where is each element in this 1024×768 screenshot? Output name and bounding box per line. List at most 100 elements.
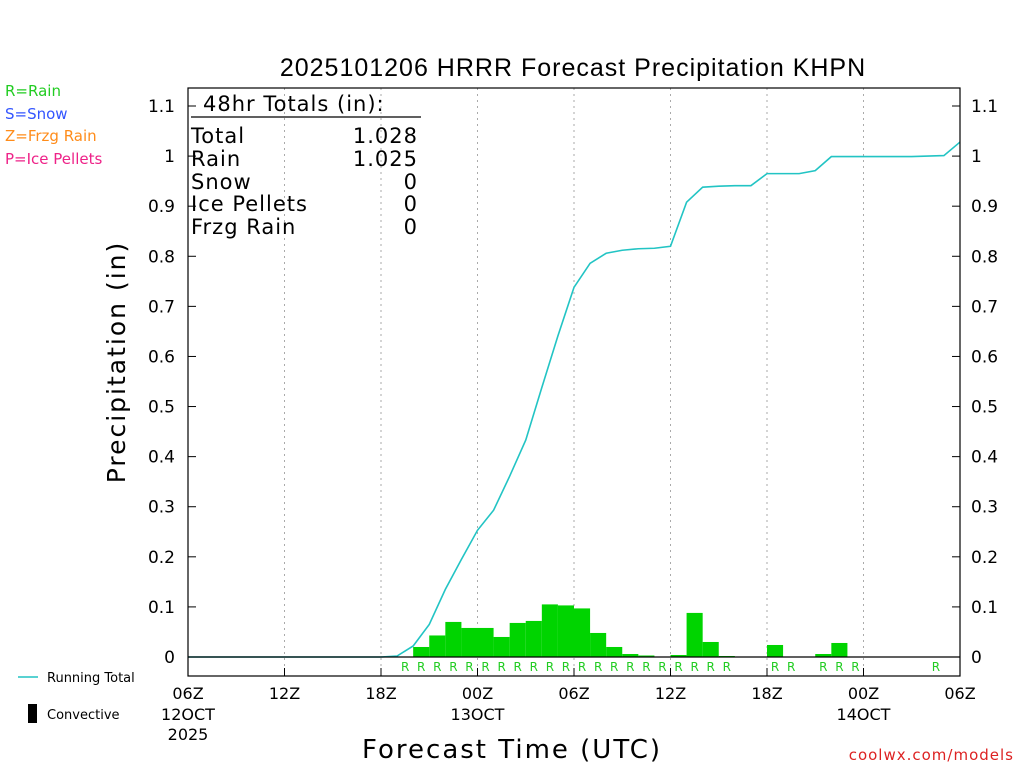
x-tick-label: 00Z [848, 684, 879, 703]
rain-marker: R [514, 660, 522, 674]
x-tick-label: 06Z [944, 684, 975, 703]
precip-bar [815, 653, 832, 657]
x-tick-label: 00Z [462, 684, 493, 703]
x-tick-date: 13OCT [451, 705, 505, 724]
x-tick-label: 06Z [558, 684, 589, 703]
precip-bar [767, 644, 784, 657]
y-tick-label: 0.5 [148, 398, 175, 418]
y-tick-label: 1 [164, 147, 175, 167]
precip-bar [606, 646, 623, 657]
convective-legend-swatch [28, 704, 37, 723]
rain-marker: R [658, 660, 666, 674]
rain-marker: R [465, 660, 473, 674]
x-tick-date: 12OCT [161, 705, 215, 724]
precip-bar [638, 655, 655, 657]
rain-marker: R [674, 660, 682, 674]
rain-marker: R [481, 660, 489, 674]
y-tick-label: 0.2 [148, 548, 175, 568]
rain-marker: R [819, 660, 827, 674]
totals-box: 48hr Totals (in): Total 1.028 Rain 1.025… [190, 92, 421, 239]
y-tick-label: 0.9 [148, 197, 175, 217]
rain-marker: R [771, 660, 779, 674]
rain-marker: R [723, 660, 731, 674]
y-tick-label: 0.5 [971, 398, 998, 418]
rain-marker: R [835, 660, 843, 674]
precip-bar [590, 632, 607, 657]
x-tick-label: 18Z [365, 684, 396, 703]
running-total-line [188, 141, 961, 658]
x-axis-title: Forecast Time (UTC) [362, 735, 662, 765]
y-tick-label: 0.3 [971, 498, 998, 518]
rain-marker: R [578, 660, 586, 674]
credit-text: coolwx.com/models [849, 746, 1014, 764]
rain-marker: R [530, 660, 538, 674]
y-tick-label: 0.1 [148, 598, 175, 618]
x-tick-date: 14OCT [837, 705, 891, 724]
hourly-precip-bars [413, 604, 944, 657]
y-tick-label: 0 [164, 648, 175, 668]
legend-ice-pellets: P=Ice Pellets [5, 150, 102, 168]
rain-marker: R [562, 660, 570, 674]
x-tick-label: 18Z [751, 684, 782, 703]
rain-marker: R [690, 660, 698, 674]
y-axis-title: Precipitation (in) [102, 241, 131, 484]
x-tick-year: 2025 [168, 725, 209, 744]
totals-header: 48hr Totals (in): [203, 92, 385, 116]
rain-marker: R [851, 660, 859, 674]
rain-marker: R [417, 660, 425, 674]
totals-label-rain: Rain [191, 147, 241, 171]
rain-marker: R [610, 660, 618, 674]
precip-bar [413, 646, 430, 657]
y-axis-left: 0 0.1 0.2 0.3 0.4 0.5 0.6 0.7 0.8 0.9 1 1.1 [148, 97, 196, 668]
precip-bar [429, 635, 446, 657]
y-tick-label: 0.1 [971, 598, 998, 618]
precip-bar [477, 627, 494, 657]
y-tick-label: 0.8 [148, 247, 175, 267]
precip-bar [622, 653, 639, 657]
x-tick-label: 12Z [269, 684, 300, 703]
legend-frzg-rain: Z=Frzg Rain [5, 127, 97, 145]
y-tick-label: 0.8 [971, 247, 998, 267]
rain-marker: R [707, 660, 715, 674]
precip-bar [557, 605, 574, 657]
totals-label-total: Total [190, 124, 245, 148]
totals-value-frzg-rain: 0 [404, 215, 418, 239]
legend-snow: S=Snow [5, 105, 68, 123]
totals-value-snow: 0 [404, 170, 418, 194]
totals-label-frzg-rain: Frzg Rain [191, 215, 296, 239]
running-total-legend-label: Running Total [47, 671, 135, 686]
totals-value-rain: 1.025 [353, 147, 418, 171]
precip-bar [461, 627, 478, 657]
y-tick-label: 0.6 [971, 347, 998, 367]
y-tick-label: 0.7 [971, 297, 998, 317]
rain-marker: R [401, 660, 409, 674]
y-tick-label: 0.2 [971, 548, 998, 568]
precip-bar [493, 636, 510, 657]
rain-marker: R [433, 660, 441, 674]
precip-bar [670, 654, 687, 657]
x-tick-label: 06Z [172, 684, 203, 703]
precip-bar [574, 608, 591, 657]
y-tick-label: 0.9 [971, 197, 998, 217]
rain-marker: R [932, 660, 940, 674]
precip-bar [445, 621, 462, 657]
precip-bar [686, 612, 703, 657]
precip-bar [509, 622, 526, 657]
rain-marker: R [594, 660, 602, 674]
rain-marker: R [626, 660, 634, 674]
totals-label-snow: Snow [191, 170, 252, 194]
precip-bar [541, 604, 558, 657]
y-tick-label: 0.4 [148, 448, 175, 468]
rain-marker: R [546, 660, 554, 674]
rain-marker: R [787, 660, 795, 674]
y-tick-label: 1 [971, 147, 982, 167]
totals-label-ice-pellets: Ice Pellets [191, 192, 308, 216]
legend-rain: R=Rain [5, 82, 61, 100]
rain-marker: R [497, 660, 505, 674]
y-tick-label: 0.7 [148, 297, 175, 317]
totals-value-ice-pellets: 0 [404, 192, 418, 216]
rain-marker: R [449, 660, 457, 674]
